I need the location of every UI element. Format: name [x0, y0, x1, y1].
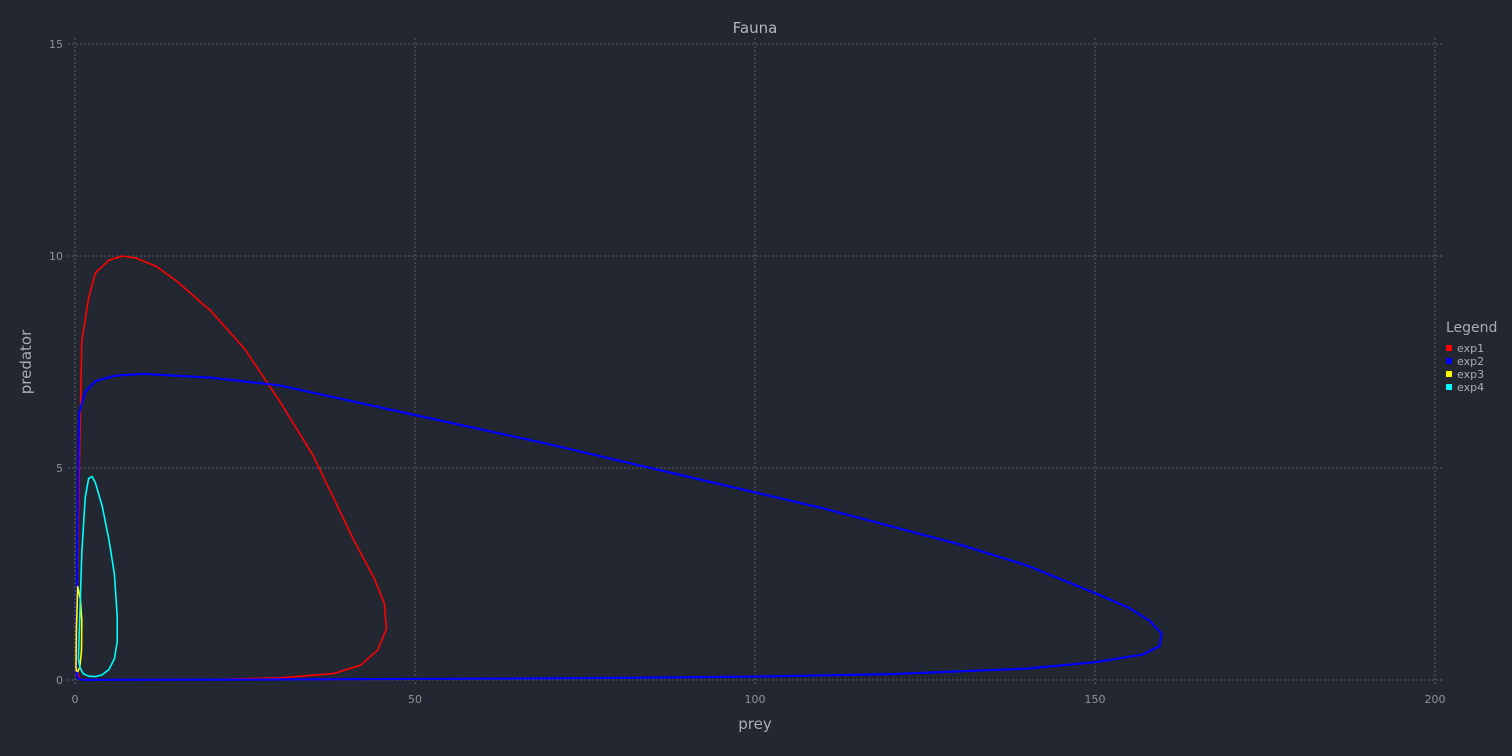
y-tick-label: 0 — [56, 674, 63, 687]
chart-title: Fauna — [733, 19, 778, 37]
y-axis-label: predator — [17, 329, 35, 394]
x-tick-label: 100 — [745, 693, 766, 706]
legend-label-exp4: exp4 — [1457, 381, 1484, 394]
legend-title: Legend — [1446, 320, 1497, 336]
legend-label-exp1: exp1 — [1457, 342, 1484, 355]
grid — [68, 38, 1442, 686]
x-tick-label: 200 — [1425, 693, 1446, 706]
series-line-exp2 — [75, 372, 1163, 681]
x-axis-label: prey — [738, 715, 772, 733]
x-tick-label: 150 — [1085, 693, 1106, 706]
series-line-exp3 — [75, 585, 83, 673]
series-layer — [75, 255, 1163, 681]
x-tick-label: 50 — [408, 693, 422, 706]
legend-swatch-exp2 — [1446, 358, 1452, 364]
legend-label-exp2: exp2 — [1457, 355, 1484, 368]
y-tick-label: 10 — [49, 250, 63, 263]
tick-labels: 0 50 100 150 200 0 5 10 15 — [49, 38, 1446, 706]
legend-swatch-exp1 — [1446, 345, 1452, 351]
legend-swatch-exp3 — [1446, 371, 1452, 377]
series-line-exp1 — [76, 255, 388, 681]
legend-swatch-exp4 — [1446, 384, 1452, 390]
x-tick-label: 0 — [72, 693, 79, 706]
series-line-exp4 — [77, 475, 118, 678]
y-tick-label: 5 — [56, 462, 63, 475]
y-tick-label: 15 — [49, 38, 63, 51]
legend-label-exp3: exp3 — [1457, 368, 1484, 381]
